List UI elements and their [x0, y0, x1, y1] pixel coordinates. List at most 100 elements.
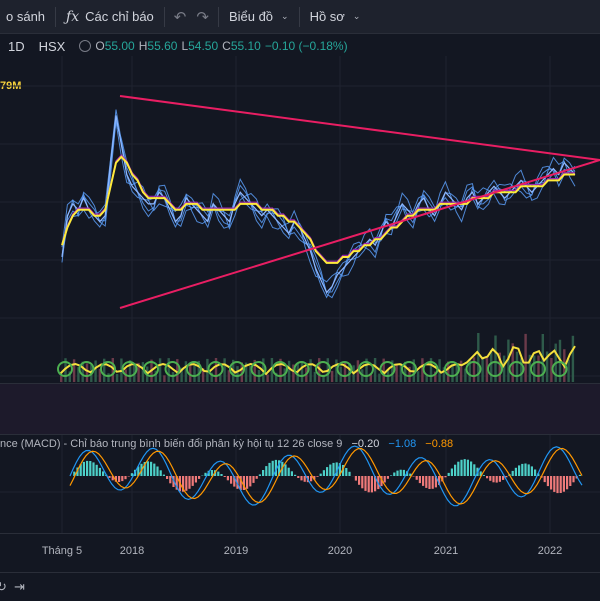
macd-histogram-bar: [473, 464, 475, 476]
status-circle-icon: [79, 40, 91, 52]
macd-histogram-bar: [384, 476, 386, 483]
interval-label[interactable]: 1D: [8, 39, 25, 54]
replay-icon[interactable]: ⇥: [14, 579, 25, 595]
macd-title: nce (MACD) - Chỉ báo trung bình biến đổi…: [0, 438, 342, 450]
macd-histogram-bar: [534, 470, 536, 477]
macd-histogram-bar: [108, 476, 110, 478]
macd-histogram-bar: [566, 476, 568, 489]
rsi-pane: [0, 383, 600, 435]
macd-histogram-bar: [489, 476, 491, 481]
open-value: 55.00: [105, 39, 135, 53]
macd-histogram-bar: [227, 476, 229, 480]
refresh-icon[interactable]: ↻: [0, 579, 7, 595]
volume-bar: [86, 363, 88, 382]
macd-histogram-bar: [304, 476, 306, 482]
macd-histogram-bar: [454, 465, 456, 476]
macd-histogram-bar: [572, 476, 574, 482]
macd-histogram-bar: [371, 476, 373, 492]
chart-type-label: Biểu đồ: [229, 9, 273, 24]
volume-bar: [395, 365, 397, 382]
macd-histogram-bar: [92, 462, 94, 476]
macd-histogram-bar: [188, 476, 190, 489]
macd-histogram-bar: [329, 465, 331, 477]
macd-histogram-bar: [316, 476, 318, 477]
macd-histogram-bar: [185, 476, 187, 491]
macd-histogram-bar: [547, 476, 549, 486]
volume-bar: [94, 361, 96, 383]
macd-histogram-bar: [102, 471, 104, 476]
price-line: [62, 116, 575, 293]
macd-histogram-bar: [457, 462, 459, 476]
macd-line-value: −1.08: [388, 438, 416, 450]
volume-bar: [116, 374, 118, 382]
time-tick: Tháng 5: [42, 545, 82, 557]
toolbar-divider: [218, 7, 219, 27]
open-key: O: [95, 39, 104, 53]
volume-bar: [524, 334, 526, 382]
macd-histogram-bar: [460, 460, 462, 476]
macd-histogram-bar: [560, 476, 562, 493]
time-tick: 2019: [224, 545, 248, 557]
macd-histogram-bar: [320, 474, 322, 476]
macd-histogram-bar: [358, 476, 360, 485]
volume-bar: [159, 358, 161, 382]
macd-histogram-bar: [300, 476, 302, 480]
volume-bar: [107, 373, 109, 382]
profile-dropdown[interactable]: Hồ sơ ⌄: [304, 0, 367, 33]
macd-histogram-bar: [163, 475, 165, 476]
macd-histogram-bar: [297, 476, 299, 478]
macd-histogram-bar: [521, 464, 523, 476]
macd-histogram-bar: [556, 476, 558, 493]
macd-histogram-bar: [515, 468, 517, 476]
macd-histogram-bar: [99, 468, 101, 476]
macd-histogram-bar: [544, 476, 546, 482]
macd-histogram-bar: [345, 468, 347, 476]
macd-histogram-bar: [128, 476, 130, 477]
chevron-down-icon: ⌄: [353, 11, 361, 22]
macd-histogram-bar: [553, 476, 555, 492]
macd-histogram-bar: [268, 463, 270, 476]
macd-histogram-bar: [486, 476, 488, 478]
time-axis[interactable]: Tháng 5 2018 2019 2020 2021 2022: [0, 545, 600, 565]
trendline-lower: [120, 160, 600, 308]
macd-histogram-bar: [432, 476, 434, 489]
time-tick: 2021: [434, 545, 458, 557]
volume-bar: [426, 376, 428, 382]
close-key: C: [222, 39, 231, 53]
pane-divider[interactable]: [0, 533, 600, 534]
macd-histogram-bar: [332, 463, 334, 476]
macd-histogram-bar: [364, 476, 366, 491]
toolbar-divider: [164, 7, 165, 27]
macd-histogram-bar: [153, 464, 155, 476]
volume-bar: [331, 371, 333, 382]
macd-histogram-bar: [195, 476, 197, 483]
macd-histogram-bar: [249, 476, 251, 486]
toolbar-divider: [55, 7, 56, 27]
macd-histogram-bar: [361, 476, 363, 488]
compare-button[interactable]: o sánh: [0, 0, 51, 33]
macd-histogram-bar: [428, 476, 430, 489]
macd-histogram-bar: [448, 473, 450, 476]
high-key: H: [139, 39, 148, 53]
macd-histogram-bar: [291, 471, 293, 476]
price-chart[interactable]: [0, 56, 600, 536]
fx-icon: ƒx: [66, 9, 79, 25]
chart-type-dropdown[interactable]: Biểu đồ ⌄: [223, 0, 295, 33]
macd-histogram-bar: [416, 476, 418, 480]
macd-histogram-bar: [412, 476, 414, 477]
macd-histogram-bar: [147, 461, 149, 476]
macd-histogram-bar: [393, 473, 395, 477]
redo-icon[interactable]: ↷: [191, 8, 214, 26]
macd-histogram-bar: [396, 471, 398, 476]
macd-histogram-bar: [230, 476, 232, 484]
volume-bar: [73, 359, 75, 382]
undo-icon[interactable]: ↶: [169, 8, 192, 26]
volume-bar: [473, 357, 475, 382]
top-toolbar: o sánh ƒx Các chỉ báo ↶ ↷ Biểu đồ ⌄ Hồ s…: [0, 0, 600, 34]
macd-histogram-bar: [483, 475, 485, 476]
indicators-button[interactable]: ƒx Các chỉ báo: [60, 0, 160, 33]
volume-bar: [533, 356, 535, 383]
indicators-label: Các chỉ báo: [85, 9, 154, 24]
macd-histogram-bar: [246, 476, 248, 489]
macd-histogram-bar: [464, 459, 466, 476]
